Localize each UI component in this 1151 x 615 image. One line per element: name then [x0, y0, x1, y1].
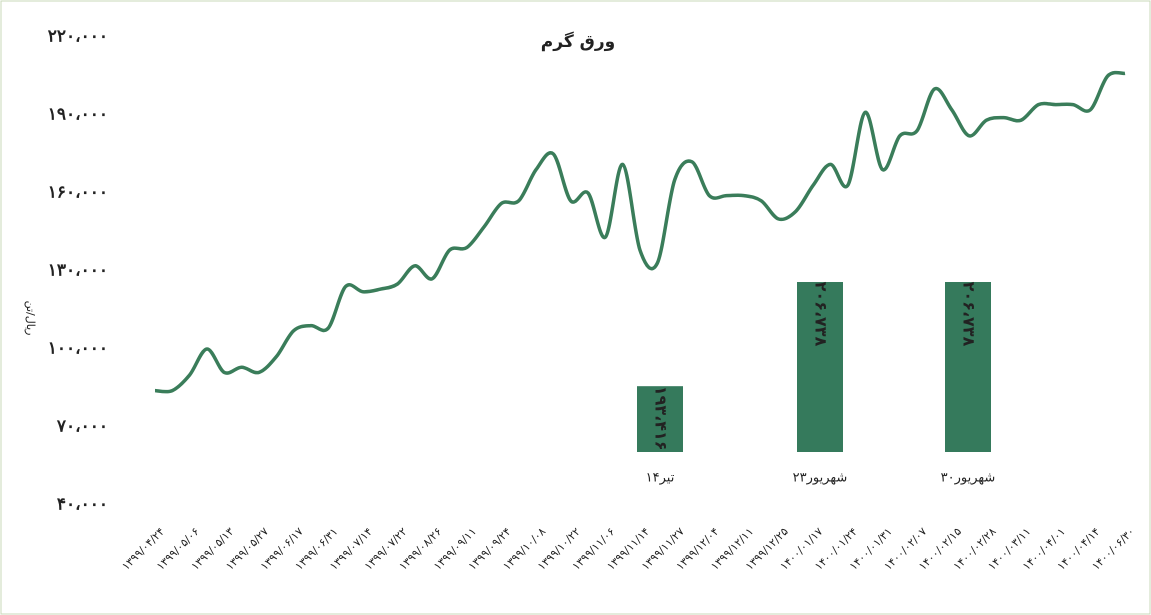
bar [945, 282, 991, 452]
bar-category-label: ۲۳شهریور [793, 471, 848, 486]
chart-title: ورق گرم [541, 31, 615, 52]
y-tick-label: ۷۰،۰۰۰ [56, 417, 108, 437]
y-tick-label: ۱۰۰،۰۰۰ [48, 339, 108, 359]
bar-value-label: ۱۹۳،۴۱۶ [652, 386, 671, 451]
bar-category-label: ۳۰شهریور [941, 471, 996, 486]
bar-category-label: ۱۴تیر [646, 471, 675, 486]
y-axis-label: ریال/تن [24, 301, 37, 336]
bar-value-label: ۲۰۶،۷۳۸ [960, 282, 979, 347]
y-tick-label: ۱۶۰،۰۰۰ [48, 183, 108, 203]
bar [797, 282, 843, 452]
y-tick-label: ۲۲۰،۰۰۰ [48, 27, 108, 47]
price-line [154, 70, 1126, 394]
bar [637, 386, 683, 452]
y-tick-label: ۴۰،۰۰۰ [57, 495, 108, 515]
y-tick-label: ۱۳۰،۰۰۰ [48, 261, 108, 281]
y-tick-label: ۱۹۰،۰۰۰ [48, 105, 108, 125]
bar-value-label: ۲۰۶،۷۳۸ [812, 282, 831, 347]
